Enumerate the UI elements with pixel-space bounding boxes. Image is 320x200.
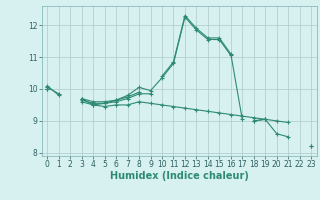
X-axis label: Humidex (Indice chaleur): Humidex (Indice chaleur) <box>110 171 249 181</box>
